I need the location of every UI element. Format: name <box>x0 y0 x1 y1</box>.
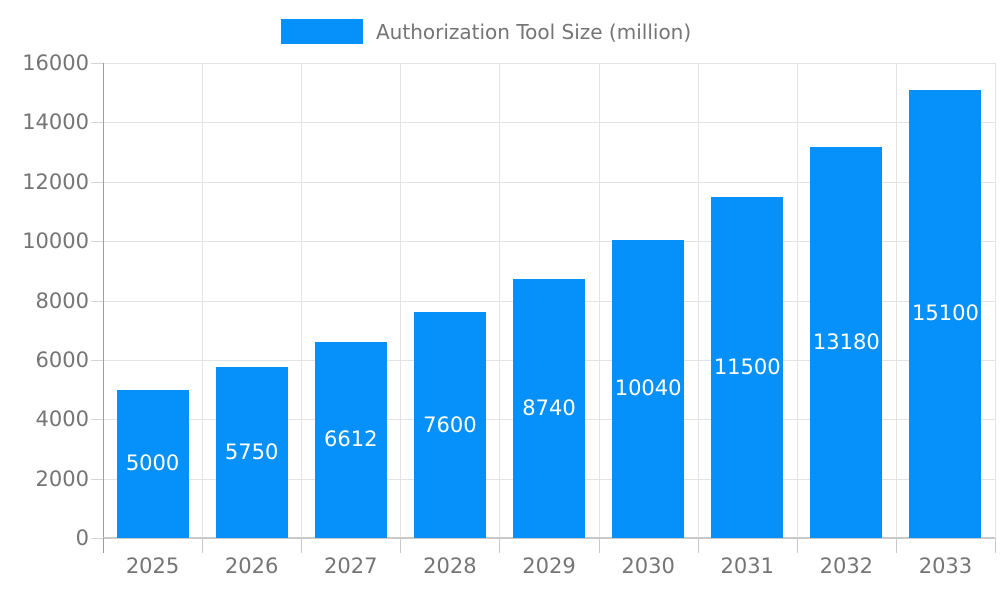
h-gridline <box>103 181 995 183</box>
x-axis-tick <box>796 538 798 553</box>
y-axis-tick <box>91 181 103 183</box>
x-axis-tick <box>499 538 501 553</box>
h-gridline <box>103 241 995 243</box>
v-gridline <box>400 63 402 538</box>
bar: 6612 <box>314 341 387 538</box>
x-tick-label: 2028 <box>423 554 477 578</box>
bar-value-label: 7600 <box>423 412 477 437</box>
x-tick-label: 2025 <box>125 554 180 578</box>
x-axis-line-grid <box>103 538 995 539</box>
y-tick-label: 12000 <box>22 169 89 194</box>
v-gridline <box>598 63 600 538</box>
x-tick-label: 2027 <box>324 554 378 578</box>
h-gridline <box>103 63 995 64</box>
y-axis-line <box>103 63 104 553</box>
y-axis-tick <box>91 300 103 302</box>
x-axis-tick <box>400 538 402 553</box>
bar-value-label: 8740 <box>522 395 576 420</box>
bar-value-label: 5000 <box>125 451 180 476</box>
bar-value-label: 13180 <box>812 329 880 354</box>
bar: 13180 <box>810 146 883 538</box>
plot-area: 5000 5750 6612 7600 8740 10040 11500 13180 15100 <box>103 63 996 553</box>
y-tick-label: 14000 <box>22 110 89 135</box>
bar: 7600 <box>413 312 486 538</box>
bar: 11500 <box>711 196 784 538</box>
v-gridline <box>499 63 501 538</box>
x-tick-label: 2029 <box>522 554 576 578</box>
bar: 15100 <box>909 89 982 538</box>
y-tick-label: 8000 <box>35 288 89 313</box>
x-axis-tick <box>598 538 600 553</box>
v-gridline <box>202 63 204 538</box>
bar: 5750 <box>215 367 288 538</box>
y-axis-tick <box>91 241 103 243</box>
y-tick-label: 16000 <box>22 51 89 75</box>
v-gridline <box>796 63 798 538</box>
x-tick-label: 2033 <box>918 554 973 578</box>
x-tick-label: 2026 <box>224 554 279 578</box>
legend-swatch <box>281 19 363 44</box>
bar-value-label: 6612 <box>324 427 378 452</box>
x-tick-label: 2030 <box>621 554 675 578</box>
bar-value-label: 15100 <box>912 301 979 326</box>
bar: 10040 <box>612 239 685 538</box>
y-tick-label: 2000 <box>35 466 89 491</box>
bar: 5000 <box>116 389 189 538</box>
v-gridline <box>895 63 897 538</box>
h-gridline <box>103 122 995 124</box>
x-axis-tick <box>202 538 204 553</box>
x-axis-tick <box>995 538 996 553</box>
y-axis-tick <box>91 359 103 361</box>
y-tick-label: 10000 <box>22 229 89 254</box>
legend-label: Authorization Tool Size (million) <box>376 19 692 44</box>
y-tick-label: 6000 <box>35 347 89 372</box>
bar-value-label: 5750 <box>224 440 279 465</box>
y-axis-tick <box>91 63 103 64</box>
x-tick-label: 2031 <box>720 554 774 578</box>
y-tick-label: 0 <box>75 526 89 550</box>
bar-value-label: 10040 <box>614 376 682 401</box>
y-tick-label: 4000 <box>35 407 89 432</box>
x-axis-tick <box>895 538 897 553</box>
y-axis-tick <box>91 419 103 421</box>
y-axis-tick <box>91 478 103 480</box>
v-gridline <box>995 63 996 538</box>
bar: 8740 <box>513 278 585 538</box>
legend-item[interactable]: Authorization Tool Size (million) <box>281 19 691 44</box>
v-gridline <box>301 63 303 538</box>
y-axis-tick <box>91 122 103 124</box>
x-tick-label: 2032 <box>819 554 874 578</box>
x-axis-tick <box>697 538 699 553</box>
y-axis-tick <box>91 538 103 539</box>
x-axis-tick <box>301 538 303 553</box>
bar-value-label: 11500 <box>713 354 781 379</box>
v-gridline <box>697 63 699 538</box>
